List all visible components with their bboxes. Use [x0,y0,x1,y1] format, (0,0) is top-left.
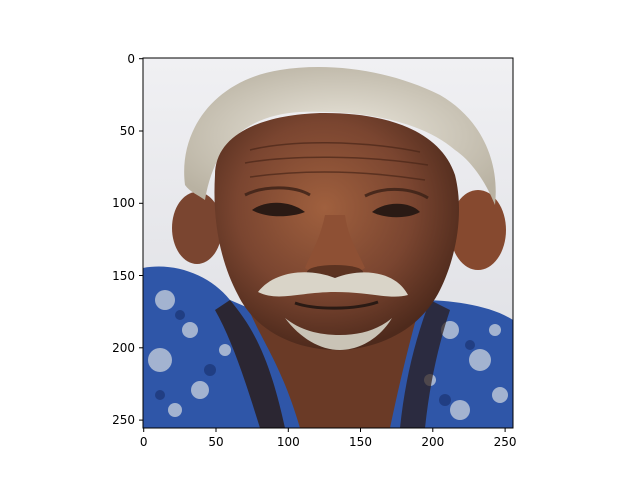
hair [184,67,496,205]
portrait-image [143,58,513,428]
y-tick-label: 0 [127,52,135,66]
y-tick-label: 200 [112,341,135,355]
shirt-pattern [148,290,508,420]
y-tick-label: 250 [112,413,135,427]
left-eye [252,202,305,217]
beard [285,318,392,350]
eyebrows [244,186,429,200]
x-tick-label: 200 [421,435,444,449]
collar-shadow [215,300,285,428]
x-axis: 0 50 100 150 200 250 [140,428,517,449]
x-tick-label: 100 [277,435,300,449]
y-tick-label: 50 [120,124,135,138]
x-tick-label: 250 [494,435,517,449]
y-tick-label: 150 [112,269,135,283]
right-eye [372,203,420,218]
axes-frame [142,57,514,429]
x-tick-label: 0 [140,435,148,449]
right-ear [450,190,506,270]
mouth [294,300,379,310]
y-tick-label: 100 [112,196,135,210]
nose [305,215,365,276]
x-tick-label: 50 [208,435,223,449]
collar-shadow-right [400,300,450,428]
x-tick-label: 150 [349,435,372,449]
left-ear [172,192,222,264]
y-axis: 0 50 100 150 200 250 [112,52,143,427]
mustache [258,272,408,297]
shirt-dark-pattern [155,310,475,406]
forehead-wrinkles [244,142,429,181]
